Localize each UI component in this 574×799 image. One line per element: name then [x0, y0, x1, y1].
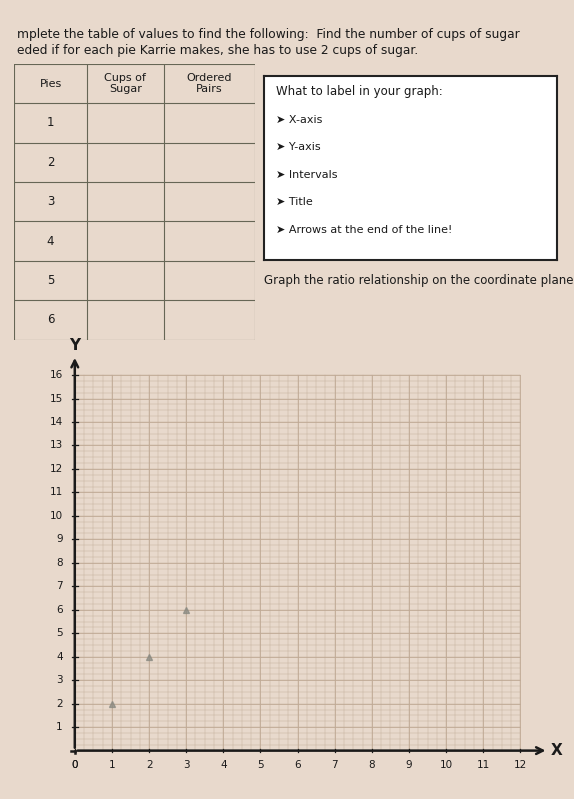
Text: 9: 9 — [56, 535, 63, 544]
Text: 2: 2 — [46, 156, 55, 169]
Text: ➤ Intervals: ➤ Intervals — [276, 169, 338, 180]
Text: 10: 10 — [440, 761, 453, 770]
Text: 6: 6 — [56, 605, 63, 614]
Text: 4: 4 — [220, 761, 227, 770]
Text: Pies: Pies — [40, 78, 61, 89]
Text: What to label in your graph:: What to label in your graph: — [276, 85, 443, 98]
Text: 1: 1 — [108, 761, 115, 770]
Text: ➤ Y-axis: ➤ Y-axis — [276, 142, 320, 152]
Text: 0: 0 — [72, 761, 78, 770]
Text: 12: 12 — [514, 761, 527, 770]
Text: 5: 5 — [56, 628, 63, 638]
Text: 5: 5 — [47, 274, 54, 287]
Text: Y: Y — [69, 339, 80, 353]
Text: X: X — [551, 743, 563, 758]
Text: 4: 4 — [56, 652, 63, 662]
Text: Ordered
Pairs: Ordered Pairs — [187, 73, 232, 94]
Text: 2: 2 — [56, 698, 63, 709]
Text: 8: 8 — [369, 761, 375, 770]
Text: ➤ X-axis: ➤ X-axis — [276, 114, 322, 125]
Text: 1: 1 — [56, 722, 63, 732]
Text: 7: 7 — [56, 582, 63, 591]
Text: 11: 11 — [477, 761, 490, 770]
Text: ➤ Title: ➤ Title — [276, 197, 312, 207]
Text: 4: 4 — [46, 235, 55, 248]
Text: 12: 12 — [50, 464, 63, 474]
Text: 3: 3 — [56, 675, 63, 686]
Text: 5: 5 — [257, 761, 264, 770]
Text: 16: 16 — [50, 370, 63, 380]
Text: 13: 13 — [50, 440, 63, 451]
Text: Graph the ratio relationship on the coordinate plane.: Graph the ratio relationship on the coor… — [264, 274, 574, 287]
Text: 6: 6 — [294, 761, 301, 770]
Text: 3: 3 — [183, 761, 189, 770]
Text: 8: 8 — [56, 558, 63, 568]
Text: eded if for each pie Karrie makes, she has to use 2 cups of sugar.: eded if for each pie Karrie makes, she h… — [17, 44, 418, 57]
Text: mplete the table of values to find the following:  Find the number of cups of su: mplete the table of values to find the f… — [17, 28, 520, 41]
Text: 14: 14 — [50, 417, 63, 427]
Text: 2: 2 — [146, 761, 152, 770]
Text: 15: 15 — [50, 393, 63, 403]
Text: 11: 11 — [50, 487, 63, 498]
Text: 10: 10 — [50, 511, 63, 521]
Text: 3: 3 — [47, 195, 54, 209]
Text: Cups of
Sugar: Cups of Sugar — [104, 73, 146, 94]
Text: 6: 6 — [46, 313, 55, 326]
Text: ➤ Arrows at the end of the line!: ➤ Arrows at the end of the line! — [276, 225, 452, 235]
Text: 0: 0 — [72, 761, 78, 770]
Text: 1: 1 — [46, 117, 55, 129]
Text: 7: 7 — [331, 761, 338, 770]
Text: 9: 9 — [406, 761, 412, 770]
